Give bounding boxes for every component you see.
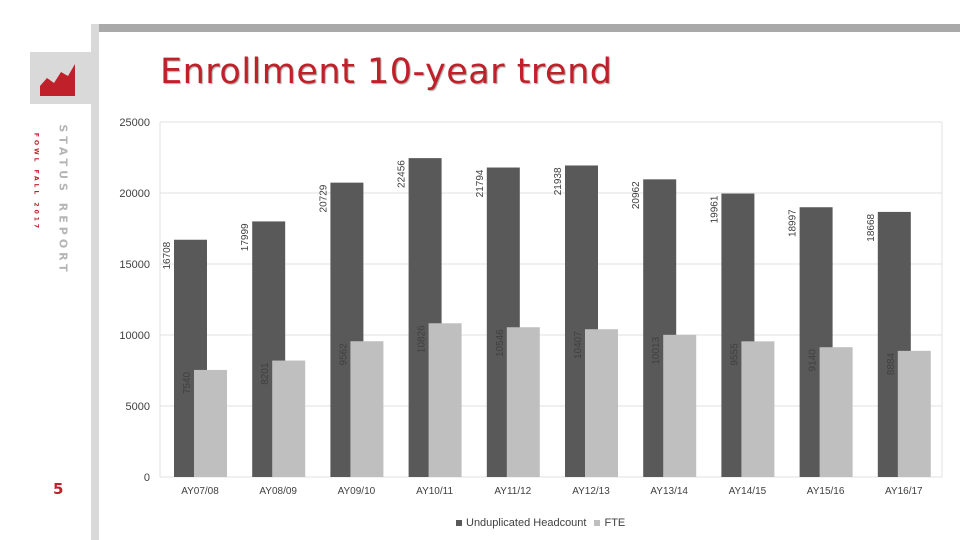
headcount-data-label: 20962 <box>631 181 642 209</box>
logo-tile <box>30 52 92 104</box>
legend-swatch-fte <box>594 520 601 526</box>
bar-layer <box>174 158 931 477</box>
top-accent-bar <box>91 24 960 32</box>
page-number: 5 <box>53 480 64 498</box>
fte-bar <box>897 350 931 477</box>
x-tick-label: AY09/10 <box>338 486 376 497</box>
headcount-data-label: 22456 <box>397 160 408 188</box>
left-accent-bar <box>91 24 99 540</box>
x-tick-label: AY14/15 <box>729 486 767 497</box>
fte-data-label: 9140 <box>808 349 819 372</box>
legend-swatch-headcount <box>456 520 462 526</box>
fte-data-label: 7540 <box>182 371 193 394</box>
x-tick-label: AY15/16 <box>807 486 845 497</box>
y-tick-label: 25000 <box>119 117 150 129</box>
y-tick-label: 20000 <box>119 188 150 200</box>
fte-data-label: 10546 <box>495 329 506 357</box>
x-tick-label: AY08/09 <box>259 486 297 497</box>
fte-data-label: 8884 <box>886 352 897 375</box>
slide-title: Enrollment 10-year trend <box>160 52 613 92</box>
legend-item-fte: FTE <box>594 517 625 529</box>
chart-legend: Unduplicated Headcount FTE <box>456 517 633 529</box>
x-tick-label: AY11/12 <box>494 486 531 497</box>
y-tick-label: 15000 <box>119 259 150 271</box>
x-tick-label: AY10/11 <box>416 486 453 497</box>
fte-bar <box>741 341 775 477</box>
headcount-data-label: 18668 <box>866 213 877 241</box>
legend-label-fte: FTE <box>604 517 626 529</box>
x-tick-label: AY16/17 <box>885 486 923 497</box>
fte-data-label: 10826 <box>417 325 428 353</box>
fte-bar <box>819 347 853 477</box>
headcount-data-label: 18997 <box>788 209 799 237</box>
headcount-data-label: 17999 <box>240 223 251 251</box>
axis-layer: 0 5000 10000 15000 20000 25000 AY07/08 AY08/09 A… <box>119 117 923 497</box>
headcount-data-label: 21794 <box>475 169 486 197</box>
fte-bar <box>428 323 462 477</box>
label-layer: 16708 7540 17999 8201 20729 9562 22456 10826 217… <box>162 160 897 394</box>
y-tick-label: 5000 <box>126 401 150 413</box>
x-tick-label: AY13/14 <box>650 486 688 497</box>
legend-label-headcount: Unduplicated Headcount <box>466 517 587 529</box>
fte-bar <box>194 369 227 477</box>
fte-bar <box>350 341 384 477</box>
headcount-data-label: 20729 <box>318 184 329 212</box>
fte-data-label: 9555 <box>729 343 740 366</box>
fte-bar <box>663 334 697 477</box>
fte-bar <box>272 360 306 477</box>
y-tick-label: 10000 <box>119 330 150 342</box>
y-tick-label: 0 <box>144 472 150 484</box>
fte-data-label: 8201 <box>260 362 271 385</box>
x-tick-label: AY12/13 <box>572 486 610 497</box>
headcount-data-label: 16708 <box>162 241 173 269</box>
legend-item-headcount: Unduplicated Headcount <box>456 517 586 529</box>
fte-data-label: 10013 <box>651 336 662 364</box>
fte-bar <box>506 327 540 477</box>
rising-chart-icon <box>40 64 75 96</box>
headcount-data-label: 19961 <box>709 195 720 223</box>
x-tick-label: AY07/08 <box>181 486 219 497</box>
fte-bar <box>585 329 618 477</box>
headcount-data-label: 21938 <box>553 167 564 195</box>
fte-data-label: 10407 <box>573 331 584 359</box>
fte-data-label: 9562 <box>338 343 349 366</box>
